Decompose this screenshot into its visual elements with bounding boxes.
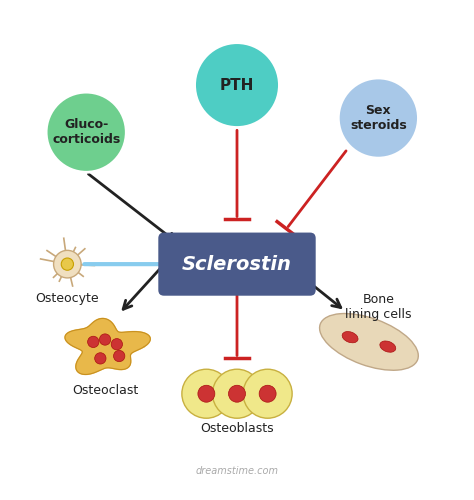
Text: Gluco-
corticoids: Gluco- corticoids (52, 118, 120, 146)
Text: Sclerostin: Sclerostin (182, 254, 292, 274)
Circle shape (61, 258, 73, 270)
Text: Sex
steroids: Sex steroids (350, 104, 407, 132)
Polygon shape (65, 318, 150, 374)
Circle shape (54, 250, 81, 278)
Circle shape (182, 369, 231, 418)
Text: PTH: PTH (220, 78, 254, 92)
FancyBboxPatch shape (158, 232, 316, 296)
Circle shape (259, 385, 276, 402)
Circle shape (198, 385, 215, 402)
Circle shape (195, 42, 279, 127)
Ellipse shape (319, 314, 419, 370)
Text: Osteocyte: Osteocyte (36, 292, 99, 306)
Circle shape (111, 338, 122, 350)
Circle shape (88, 336, 99, 347)
Circle shape (338, 78, 419, 158)
Text: Osteoclast: Osteoclast (72, 384, 138, 398)
Text: Bone
lining cells: Bone lining cells (345, 292, 411, 320)
Ellipse shape (380, 341, 396, 352)
Circle shape (100, 334, 111, 345)
Text: Osteoblasts: Osteoblasts (200, 422, 274, 435)
Text: dreamstime.com: dreamstime.com (195, 466, 279, 476)
Circle shape (243, 369, 292, 418)
Circle shape (114, 350, 125, 362)
Circle shape (95, 352, 106, 364)
Circle shape (46, 92, 126, 172)
Circle shape (212, 369, 262, 418)
Circle shape (228, 385, 246, 402)
Ellipse shape (342, 332, 358, 343)
